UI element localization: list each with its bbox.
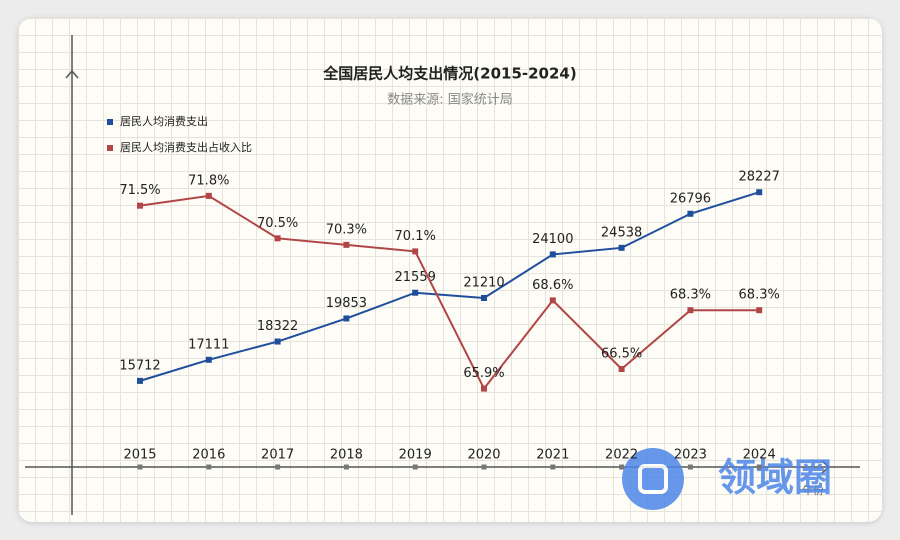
data-point [687, 210, 694, 217]
x-axis-arrow [821, 460, 831, 474]
x-tick-label: 2015 [123, 448, 156, 463]
data-label: 21559 [395, 270, 436, 285]
data-point [343, 315, 350, 322]
legend-marker [107, 145, 113, 151]
data-label: 68.3% [670, 288, 711, 303]
legend-label: 居民人均消费支出 [120, 114, 208, 128]
data-point [205, 192, 212, 199]
data-point [549, 297, 556, 304]
x-axis-label: 年份 [802, 483, 824, 497]
data-point [412, 289, 419, 296]
data-label: 70.1% [395, 229, 436, 244]
x-tick [343, 464, 349, 470]
data-point [274, 338, 281, 345]
y-axis-arrow [65, 69, 79, 79]
x-tick-label: 2017 [261, 448, 294, 463]
data-point [549, 251, 556, 258]
x-tick [619, 464, 625, 470]
data-label: 66.5% [601, 347, 642, 362]
x-tick-label: 2016 [192, 448, 225, 463]
x-tick [756, 464, 762, 470]
data-point [274, 235, 281, 242]
legend-label: 居民人均消费支出占收入比 [120, 140, 252, 154]
chart-title: 全国居民人均支出情况(2015-2024) [322, 65, 576, 83]
data-label: 68.3% [739, 288, 780, 303]
x-tick-label: 2023 [674, 448, 707, 463]
data-label: 24100 [532, 232, 573, 247]
data-point [618, 366, 625, 372]
series-line [139, 191, 760, 382]
chart-subtitle: 数据来源: 国家统计局 [387, 92, 513, 108]
x-tick-label: 2018 [330, 448, 363, 463]
data-point [481, 294, 487, 301]
series-line [139, 194, 760, 391]
watermark-logo [622, 448, 684, 510]
x-tick-label: 2020 [467, 448, 500, 463]
data-point [756, 307, 763, 314]
data-label: 70.3% [326, 222, 367, 237]
data-point [756, 189, 763, 196]
data-point [343, 241, 350, 248]
data-point [481, 385, 487, 392]
x-tick [412, 464, 418, 470]
x-tick [275, 464, 281, 470]
data-point [687, 307, 694, 314]
data-point [205, 356, 212, 363]
x-tick-label: 2019 [399, 448, 432, 463]
data-label: 28227 [739, 170, 780, 185]
data-label: 65.9% [463, 366, 504, 381]
data-label: 21210 [463, 275, 504, 290]
data-label: 71.8% [188, 173, 229, 188]
card [18, 18, 882, 522]
data-label: 24538 [601, 225, 642, 240]
watermark: 领域圈 [718, 456, 832, 500]
x-tick-label: 2021 [536, 448, 569, 463]
legend-marker [107, 119, 113, 125]
data-label: 68.6% [532, 278, 573, 293]
data-label: 17111 [188, 337, 229, 352]
data-label: 15712 [119, 358, 160, 373]
data-label: 26796 [670, 191, 711, 206]
data-label: 19853 [326, 296, 367, 311]
data-label: 71.5% [119, 183, 160, 198]
x-tick [137, 464, 143, 470]
x-tick [550, 464, 556, 470]
data-label: 18322 [257, 319, 298, 334]
data-point [618, 244, 625, 251]
x-tick [206, 464, 212, 470]
data-point [137, 377, 143, 384]
data-point [412, 248, 419, 255]
x-tick [481, 464, 487, 470]
data-point [137, 202, 143, 209]
x-tick-label: 2024 [743, 448, 776, 463]
x-tick-label: 2022 [605, 448, 638, 463]
data-label: 70.5% [257, 216, 298, 231]
x-tick [687, 464, 693, 470]
